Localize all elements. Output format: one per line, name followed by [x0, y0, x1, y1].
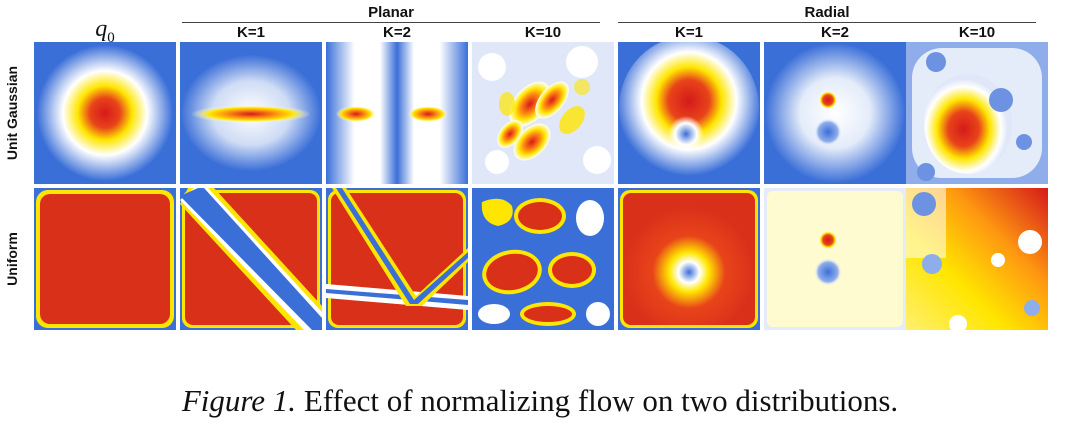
- column-label-radial-k1: K=1: [675, 24, 703, 41]
- panel-uniform-q0: [34, 188, 176, 330]
- row-label-uniform: Uniform: [0, 188, 24, 330]
- q0-subscript: 0: [107, 29, 115, 46]
- panel-uniform-radial-k10: [906, 188, 1048, 330]
- panel-uniform-planar-k2: [326, 188, 468, 330]
- panel-gaussian-radial-k1: [618, 42, 760, 184]
- radial-group-label: Radial: [804, 4, 850, 21]
- column-label-radial-k10: K=10: [958, 24, 996, 41]
- panel-uniform-radial-k2: [764, 188, 906, 330]
- caption-text: Effect of normalizing flow on two distri…: [303, 383, 899, 418]
- panel-gaussian-radial-k10: [906, 42, 1048, 184]
- planar-group-label: Planar: [368, 4, 414, 21]
- column-label-radial-k2: K=2: [821, 24, 849, 41]
- q0-symbol: q: [95, 16, 108, 42]
- row-label-uniform-text: Uniform: [4, 232, 21, 286]
- caption-label: Figure 1.: [181, 383, 297, 418]
- panel-uniform-planar-k1: [180, 188, 322, 330]
- column-label-planar-k2: K=2: [383, 24, 411, 41]
- planar-group-rule: [182, 22, 600, 23]
- radial-group-rule: [618, 22, 1036, 23]
- row-label-gaussian: Unit Gaussian: [0, 42, 24, 184]
- column-label-planar-k10: K=10: [524, 24, 562, 41]
- column-label-q0: q0: [34, 16, 176, 47]
- panel-gaussian-q0: [34, 42, 176, 184]
- figure-caption: Figure 1. Effect of normalizing flow on …: [0, 383, 1080, 419]
- panel-gaussian-radial-k2: [764, 42, 906, 184]
- panel-gaussian-planar-k1: [180, 42, 322, 184]
- panel-uniform-planar-k10: [472, 188, 614, 330]
- panel-gaussian-planar-k10: [472, 42, 614, 184]
- panel-uniform-radial-k1: [618, 188, 760, 330]
- column-label-planar-k1: K=1: [237, 24, 265, 41]
- panel-gaussian-planar-k2: [326, 42, 468, 184]
- row-label-gaussian-text: Unit Gaussian: [4, 65, 21, 161]
